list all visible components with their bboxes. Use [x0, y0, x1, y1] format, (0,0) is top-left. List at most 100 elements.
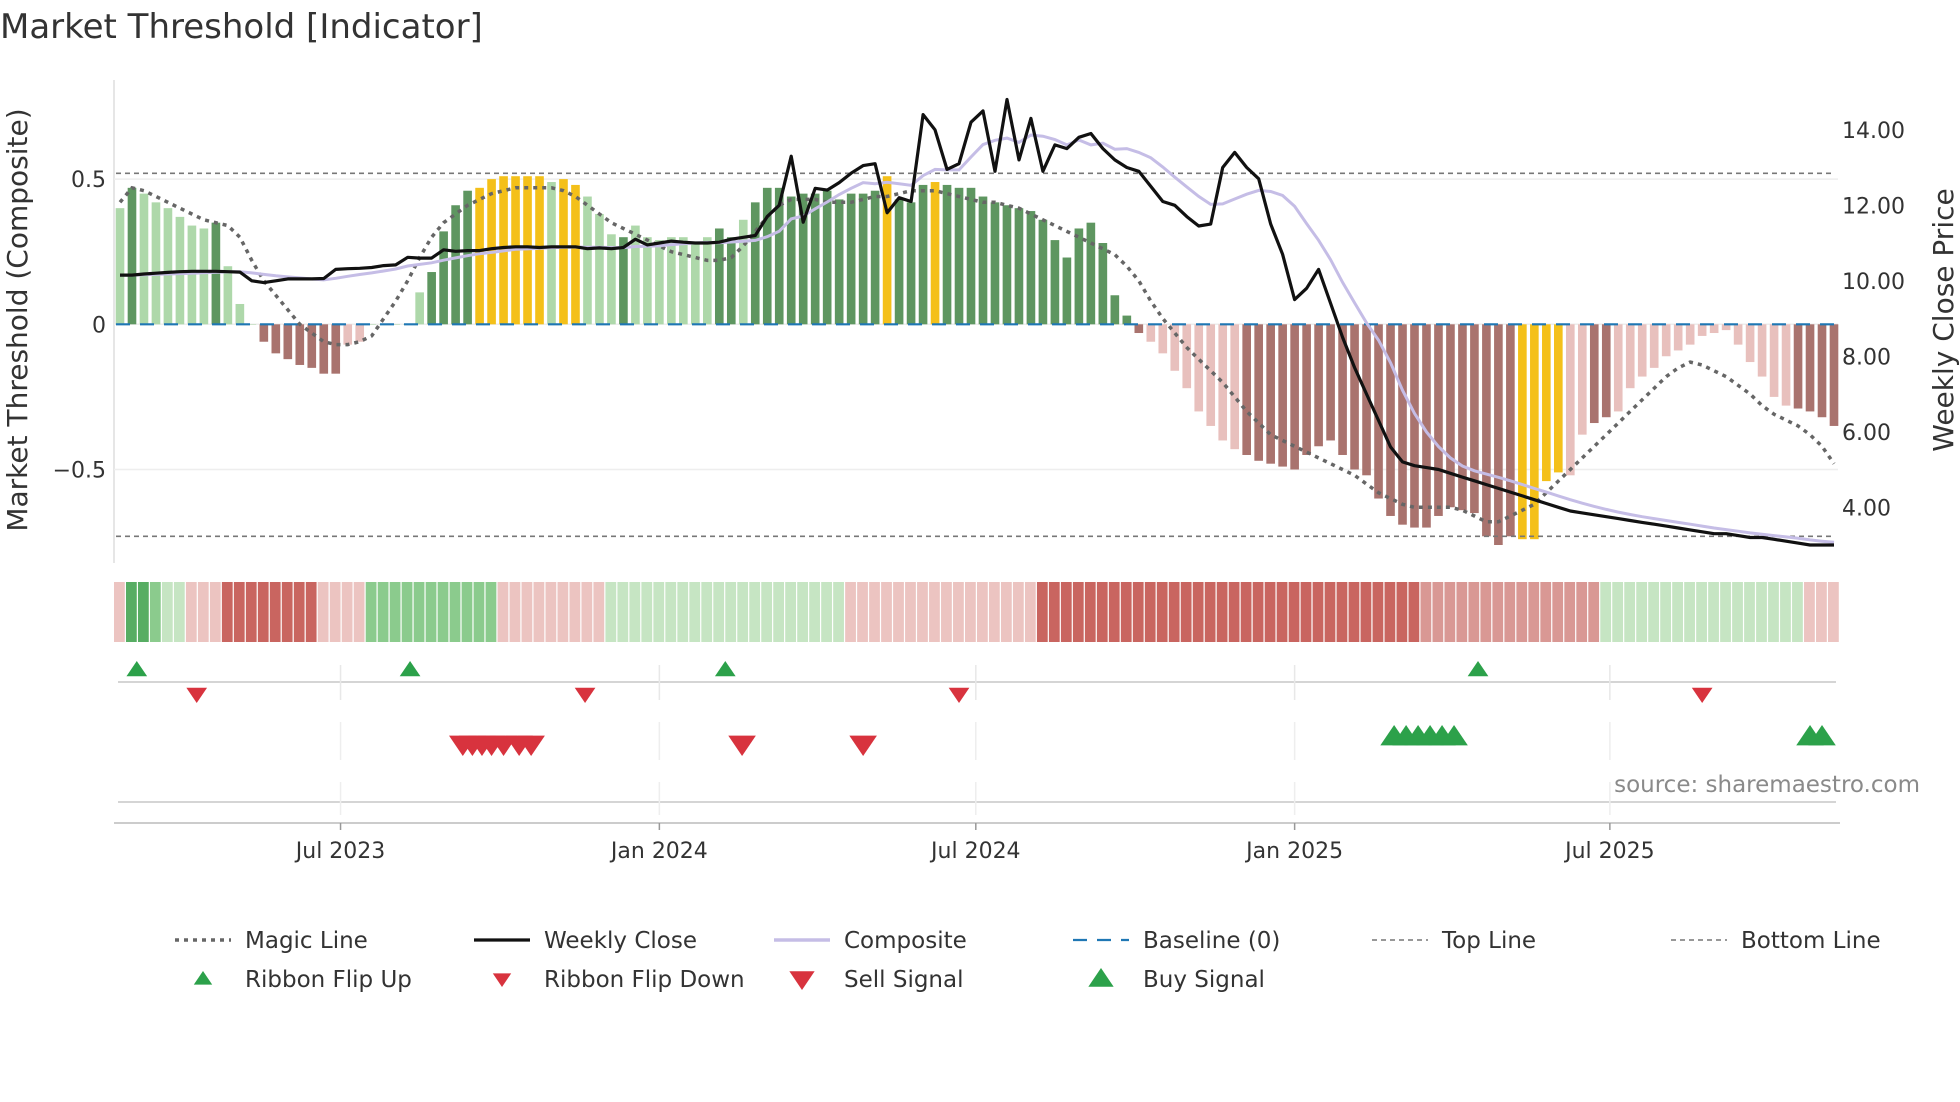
legend-item: Top Line [1372, 928, 1536, 954]
composite-bar [990, 202, 1000, 325]
ribbon-segment [269, 582, 281, 642]
ribbon-segment [569, 582, 581, 642]
legend-swatch [1088, 968, 1114, 987]
ribbon-segment [1780, 582, 1791, 642]
composite-bar [1014, 208, 1024, 325]
composite-bar [1386, 324, 1395, 516]
composite-bar [1074, 228, 1084, 325]
ribbon-segment [449, 582, 461, 642]
ribbon-flip-down-marker [186, 687, 208, 703]
composite-bar [439, 231, 448, 325]
composite-bar [691, 243, 700, 325]
ribbon-segment [1096, 582, 1108, 642]
ribbon-segment [1312, 582, 1324, 642]
ribbon-segment [221, 582, 233, 642]
composite-bar [1422, 324, 1431, 528]
ribbon-segment [1120, 582, 1132, 642]
composite-bar [1661, 324, 1671, 357]
composite-bar [127, 187, 137, 325]
ribbon-segment [1708, 582, 1719, 642]
composite-bar [463, 190, 472, 325]
composite-line [120, 133, 1835, 544]
ribbon-segment [737, 582, 749, 642]
composite-bar [1206, 324, 1216, 426]
composite-bar [1122, 315, 1132, 325]
legend-label: Ribbon Flip Up [245, 967, 412, 993]
x-tick-label: Jan 2024 [609, 839, 708, 864]
ribbon-segment [665, 582, 677, 642]
weekly-close-line [120, 97, 1834, 547]
composite-bars [115, 176, 1839, 545]
composite-bar [1673, 324, 1683, 351]
ribbon-segment [605, 582, 617, 642]
ribbon-segment [353, 582, 365, 642]
composite-bar [1182, 324, 1192, 389]
right-tick-label: 14.00 [1842, 119, 1905, 144]
composite-bar [1242, 324, 1252, 455]
legend-label: Buy Signal [1143, 967, 1265, 993]
ribbon-segment [1480, 582, 1492, 642]
legend-label: Weekly Close [544, 928, 697, 954]
ribbon-flip-down-marker [948, 687, 970, 703]
ribbon-segment [1588, 582, 1600, 642]
ribbon-segment [1444, 582, 1456, 642]
ribbon-segment [1408, 582, 1420, 642]
composite-bar [810, 193, 820, 325]
composite-bar [1482, 324, 1491, 537]
composite-bar [870, 190, 880, 325]
ribbon-segment [677, 582, 689, 642]
ribbon-segment [1192, 582, 1204, 642]
composite-bar [846, 193, 856, 325]
composite-bar [1446, 324, 1455, 508]
x-axis-ticks: Jul 2023 Jan 2024 Jul 2024 Jan 2025 Jul 2025 [294, 823, 1655, 864]
composite-bar [1050, 240, 1060, 325]
composite-bar [1374, 324, 1383, 499]
composite-bar [583, 196, 592, 325]
composite-bar [559, 179, 568, 325]
composite-bar [1410, 324, 1419, 528]
ribbon-segment [209, 582, 221, 642]
ribbon-segment [1276, 582, 1288, 642]
composite-bar [1086, 222, 1096, 325]
ribbon-segment [869, 582, 880, 642]
ribbon-segment [809, 582, 820, 642]
main-panel: 0.5 0 −0.5 14.00 12.00 10.00 8.00 6.00 4.00 Mar… [1, 80, 1960, 563]
legend-item: Magic Line [175, 928, 368, 954]
composite-bar [942, 184, 952, 325]
composite-bar [607, 234, 616, 325]
composite-bar [151, 202, 161, 325]
ribbon-segment [1288, 582, 1300, 642]
ribbon-segment [401, 582, 413, 642]
ribbon-segment [773, 582, 785, 642]
ribbon-segment [1552, 582, 1564, 642]
ribbon-segment [1768, 582, 1779, 642]
composite-bar [1649, 324, 1659, 368]
ribbon-flip-up-marker [399, 661, 421, 677]
ribbon-segment [1732, 582, 1743, 642]
ribbon-segment [917, 582, 928, 642]
ribbon-segment [557, 582, 569, 642]
ribbon-segment [1756, 582, 1767, 642]
legend-item: Ribbon Flip Up [193, 967, 412, 993]
composite-bar [1542, 324, 1551, 482]
composite-bar [643, 237, 652, 325]
legend-label: Composite [844, 928, 967, 954]
ribbon-segment [1516, 582, 1528, 642]
composite-bar [1026, 211, 1036, 325]
ribbon-segment [1600, 582, 1612, 642]
ribbon-segment [1300, 582, 1312, 642]
ribbon-segment [137, 582, 149, 642]
composite-bar [930, 182, 940, 325]
composite-bar [1146, 324, 1156, 342]
composite-bar [451, 205, 460, 325]
ribbon-segment [1612, 582, 1624, 642]
x-tick-label: Jul 2024 [929, 839, 1021, 864]
right-tick-label: 6.00 [1842, 421, 1891, 446]
ribbon-segment [1228, 582, 1240, 642]
ribbon-segment [929, 582, 940, 642]
ribbon-segment [545, 582, 557, 642]
composite-bar [1302, 324, 1311, 455]
ribbon-segment [689, 582, 701, 642]
ribbon-segment [533, 582, 545, 642]
composite-bar [415, 292, 424, 325]
